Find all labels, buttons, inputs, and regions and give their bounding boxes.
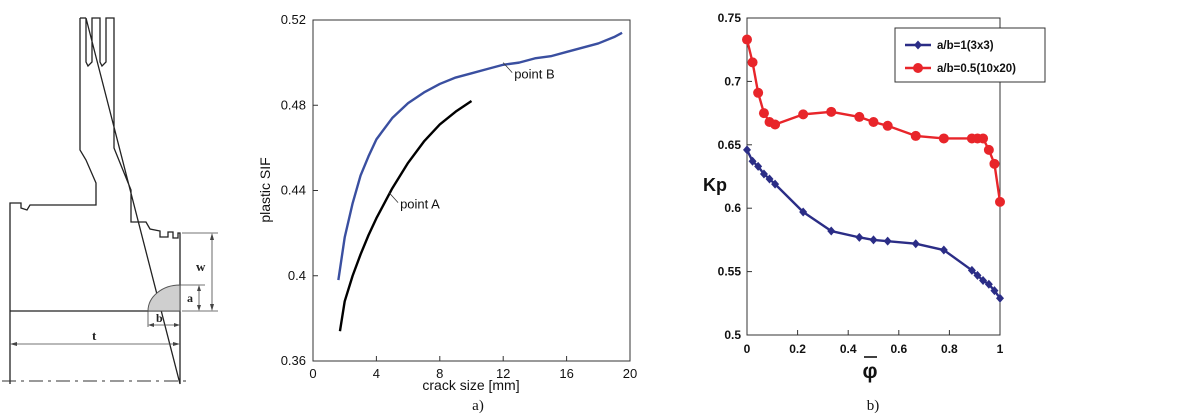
chart-b-xtick-label: 0.8 bbox=[941, 342, 958, 356]
chart-b-point-0 bbox=[771, 179, 780, 189]
chart-a-xtick-label: 20 bbox=[623, 366, 637, 381]
chart-b-point-0 bbox=[996, 293, 1004, 303]
chart-a-annotation-label: point B bbox=[514, 67, 554, 82]
chart-b-point-0 bbox=[748, 156, 757, 166]
chart-b-point-0 bbox=[869, 235, 878, 245]
chart-b-point-1 bbox=[910, 130, 921, 141]
chart-a-series-line-1 bbox=[338, 99, 473, 332]
chart-b-ylabel: Kp bbox=[703, 175, 727, 195]
chart-a-ticks: 0 4 8 12 16 20 0.36 0.4 0.44 0.48 0.52 bbox=[281, 12, 638, 381]
chart-a-caption: a) bbox=[472, 398, 484, 414]
chart-b-legend-label: a/b=0.5(10x20) bbox=[937, 63, 1016, 75]
chart-b-point-0 bbox=[973, 270, 982, 280]
chart-a-ytick-label: 0.44 bbox=[281, 183, 306, 198]
chart-a-ytick-label: 0.52 bbox=[281, 12, 306, 27]
chart-a-annotation-leader bbox=[502, 62, 513, 73]
chart-b-ytick-label: 0.75 bbox=[718, 11, 742, 25]
chart-b-legend-box bbox=[894, 27, 1046, 83]
chart-b-point-1 bbox=[758, 108, 769, 119]
chart-a-ytick-label: 0.36 bbox=[281, 353, 306, 368]
chart-a-annotation-leader bbox=[388, 192, 399, 203]
chart-b-legend: a/b=1(3x3) a/b=0.5(10x20) bbox=[894, 27, 1046, 83]
chart-a-series bbox=[337, 31, 623, 332]
chart-b-point-0 bbox=[759, 169, 768, 179]
chart-b-point-0 bbox=[984, 279, 993, 289]
chart-b-plot-frame bbox=[746, 17, 1001, 336]
chart-b-xtick-label: 1 bbox=[997, 342, 1004, 356]
chart-b-point-0 bbox=[855, 232, 864, 242]
chart-a-ytick-label: 0.4 bbox=[288, 268, 306, 283]
chart-b-point-0 bbox=[990, 286, 999, 296]
chart-b-point-1 bbox=[989, 158, 1000, 169]
blade-geometry-svg: w a b t bbox=[2, 17, 218, 385]
chart-b-point-0 bbox=[883, 236, 892, 246]
chart-b-svg: 0 0.2 0.4 0.6 0.8 1 0.5 0.55 0.6 0.65 0.7 0.75 a/b=… bbox=[703, 11, 1046, 414]
chart-b-series bbox=[742, 34, 1005, 303]
chart-b-point-1 bbox=[798, 109, 809, 120]
dimension-label-t: t bbox=[92, 328, 97, 343]
chart-b-point-0 bbox=[967, 265, 976, 275]
chart-b-xtick-label: 0.4 bbox=[840, 342, 857, 356]
dimension-label-b: b bbox=[156, 311, 163, 325]
chart-a-xlabel: crack size [mm] bbox=[422, 377, 519, 393]
chart-b-point-0 bbox=[911, 239, 920, 249]
chart-b-series-line-0 bbox=[745, 149, 1001, 299]
chart-b-legend-label: a/b=1(3x3) bbox=[937, 40, 994, 52]
chart-b-point-0 bbox=[765, 174, 774, 184]
chart-a-svg: 0 4 8 12 16 200.360.40.440.480.52 point Bpoin… bbox=[257, 12, 638, 414]
dimension-label-a: a bbox=[187, 291, 193, 305]
blade-geometry-diagram: w a b t bbox=[0, 0, 220, 414]
chart-a-ylabel: plastic SIF bbox=[257, 157, 273, 222]
chart-b-point-0 bbox=[799, 207, 808, 217]
blade-outline bbox=[9, 17, 181, 385]
chart-b-point-0 bbox=[754, 161, 763, 171]
chart-b-point-1 bbox=[868, 116, 879, 127]
chart-b-point-1 bbox=[938, 133, 949, 144]
chart-b-xtick-label: 0 bbox=[744, 342, 751, 356]
chart-b-point-0 bbox=[743, 145, 751, 155]
quarter-ellipse-crack bbox=[147, 284, 181, 312]
chart-b-ytick-label: 0.7 bbox=[724, 74, 741, 88]
dimension-label-w: w bbox=[196, 259, 206, 274]
chart-b-point-1 bbox=[995, 196, 1005, 207]
chart-b-point-1 bbox=[983, 144, 994, 155]
chart-b-ytick-label: 0.65 bbox=[718, 138, 742, 152]
chart-b-point-1 bbox=[770, 119, 781, 130]
chart-b-point-1 bbox=[742, 34, 752, 45]
chart-b-point-1 bbox=[753, 87, 764, 98]
chart-a-annotations: point B point A bbox=[388, 62, 555, 212]
chart-a-xtick-label: 12 bbox=[496, 366, 510, 381]
chart-b-xtick-label: 0.6 bbox=[890, 342, 907, 356]
chart-a-xtick-label: 0 bbox=[309, 366, 316, 381]
chart-b-point-1 bbox=[747, 57, 758, 68]
chart-a-xtick-label: 4 bbox=[373, 366, 380, 381]
chart-b-legend-marker bbox=[913, 63, 923, 73]
chart-b-ticks: 0 0.2 0.4 0.6 0.8 1 0.5 0.55 0.6 0.65 0.7 0.75 bbox=[718, 11, 1004, 356]
chart-a-plot-frame bbox=[312, 19, 631, 362]
chart-b-legend-marker bbox=[914, 40, 922, 50]
chart-b-point-0 bbox=[939, 245, 948, 255]
chart-b-point-1 bbox=[826, 106, 837, 117]
chart-a-xtick-label: 16 bbox=[559, 366, 573, 381]
chart-b-ytick-label: 0.6 bbox=[724, 201, 741, 215]
chart-b-xlabel: φ bbox=[862, 360, 877, 383]
chart-a-ytick-label: 0.48 bbox=[281, 97, 306, 112]
chart-b-point-1 bbox=[882, 120, 893, 131]
chart-b-point-0 bbox=[827, 226, 836, 236]
chart-b-caption: b) bbox=[867, 398, 880, 414]
chart-a-xtick-label: 8 bbox=[436, 366, 443, 381]
chart-a-series-line-0 bbox=[337, 31, 623, 281]
chart-b-kp: 0 0.2 0.4 0.6 0.8 1 0.5 0.55 0.6 0.65 0.7 0.75 a/b=… bbox=[690, 0, 1180, 414]
chart-b-point-1 bbox=[978, 133, 989, 144]
chart-a-annotation-label: point A bbox=[400, 197, 440, 212]
chart-b-ytick-label: 0.5 bbox=[724, 328, 741, 342]
chart-b-ytick-label: 0.55 bbox=[718, 265, 742, 279]
chart-b-point-1 bbox=[854, 111, 865, 122]
chart-b-xtick-label: 0.2 bbox=[789, 342, 806, 356]
chart-b-point-0 bbox=[979, 275, 988, 285]
